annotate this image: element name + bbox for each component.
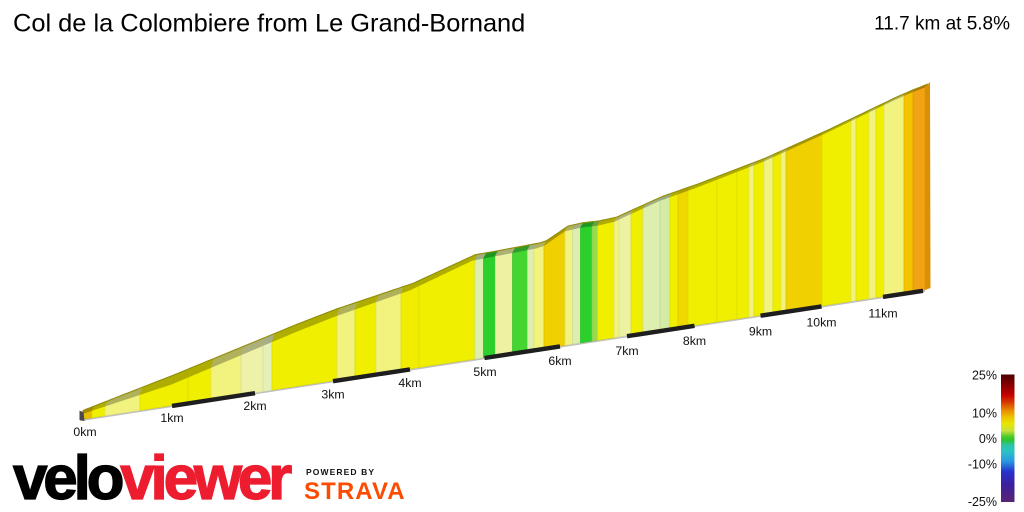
svg-text:10km: 10km bbox=[806, 316, 836, 330]
svg-text:9km: 9km bbox=[749, 325, 772, 339]
svg-text:1km: 1km bbox=[160, 411, 183, 425]
svg-text:2km: 2km bbox=[243, 399, 266, 413]
svg-text:0km: 0km bbox=[73, 425, 96, 439]
svg-text:5km: 5km bbox=[473, 365, 496, 379]
svg-text:7km: 7km bbox=[615, 344, 638, 358]
svg-text:-10%: -10% bbox=[968, 458, 997, 472]
svg-text:8km: 8km bbox=[683, 334, 706, 348]
svg-text:25%: 25% bbox=[972, 369, 997, 383]
svg-text:-25%: -25% bbox=[968, 495, 997, 509]
svg-text:4km: 4km bbox=[398, 376, 421, 390]
svg-text:10%: 10% bbox=[972, 407, 997, 421]
svg-text:0%: 0% bbox=[979, 432, 997, 446]
svg-text:3km: 3km bbox=[321, 387, 344, 401]
svg-text:11.7 km at 5.8%: 11.7 km at 5.8% bbox=[874, 14, 1010, 35]
svg-text:11km: 11km bbox=[868, 307, 897, 321]
svg-text:6km: 6km bbox=[548, 354, 571, 368]
svg-text:Col de la Colombiere from Le G: Col de la Colombiere from Le Grand-Borna… bbox=[13, 10, 525, 38]
